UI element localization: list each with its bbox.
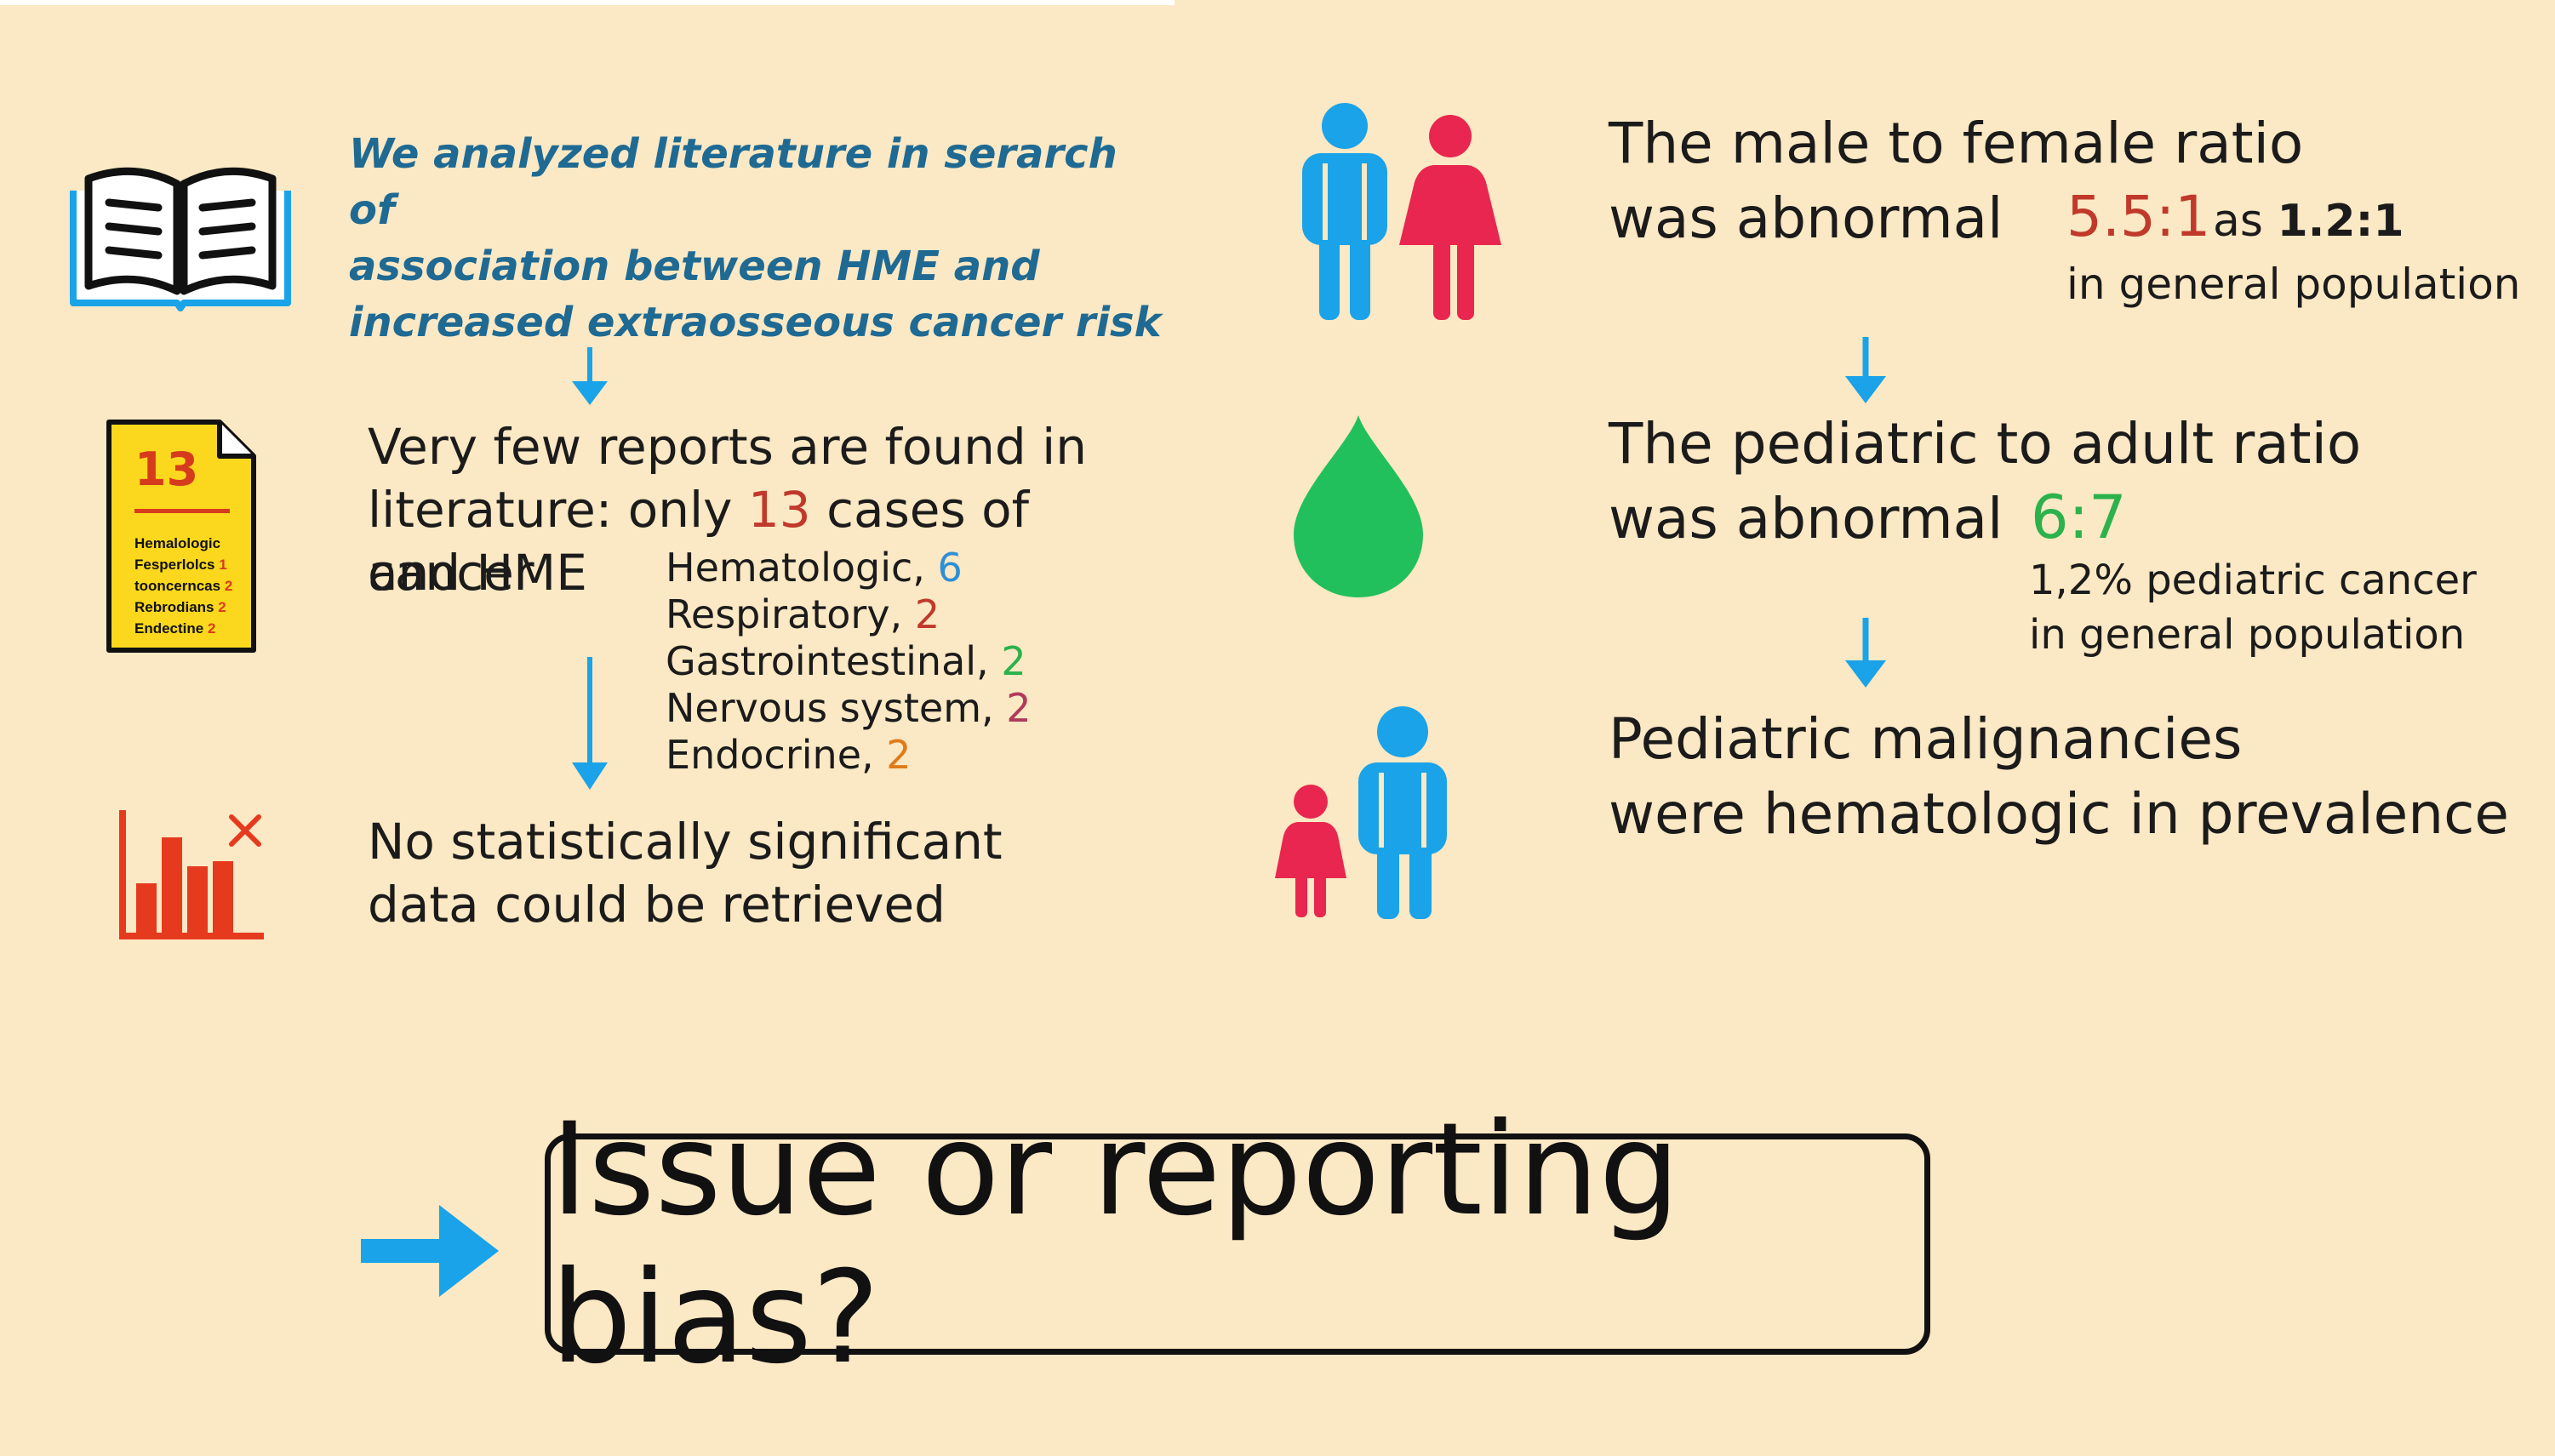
intro-text: We analyzed literature in serarch of ass…	[349, 126, 1166, 351]
document-line: Endectine 2	[134, 620, 216, 637]
top-strip	[0, 0, 1175, 5]
category-item: Respiratory, 2	[666, 591, 940, 637]
reports-line: Very few reports are found in	[368, 418, 1088, 476]
sex-ratio-text: The male to female ratio was abnormal	[1609, 106, 2303, 256]
age-ratio-line: The pediatric to adult ratio	[1609, 411, 2362, 477]
age-ratio-text: The pediatric to adult ratio was abnorma…	[1609, 407, 2361, 557]
bar-chart-x-icon	[119, 810, 264, 939]
age-ratio-line: was abnormal	[1609, 486, 2003, 551]
conclusion-text: Issue or reporting bias?	[551, 1096, 1680, 1392]
pediatric-line: Pediatric malignancies	[1609, 706, 2243, 772]
no-stat-line: data could be retrieved	[368, 876, 946, 934]
down-arrow-icon	[572, 347, 608, 405]
child-adult-icon	[1275, 706, 1447, 919]
document-line: tooncerncas 2	[134, 578, 233, 594]
sex-ratio-line: The male to female ratio	[1609, 111, 2304, 176]
intro-line: increased extraosseous cancer risk	[349, 299, 1162, 346]
document-icon: 13 Hemalologic Fesperlolcs 1 tooncerncas…	[106, 419, 257, 654]
intro-line: We analyzed literature in serarch of	[349, 130, 1117, 234]
pediatric-text: Pediatric malignancies were hematologic …	[1609, 702, 2509, 852]
conclusion-box: Issue or reporting bias?	[545, 1096, 1930, 1392]
category-item: Endocrine, 2	[666, 732, 912, 778]
open-book-icon	[70, 167, 291, 311]
down-arrow-icon	[1845, 337, 1886, 403]
reports-text: Very few reports are found in literature…	[368, 415, 1151, 604]
document-rule	[134, 509, 230, 513]
reports-line-hme: and HME	[368, 544, 587, 602]
category-list: Hematologic, 6 Respiratory, 2 Gastrointe…	[666, 545, 1032, 779]
sex-ratio-line: was abnormal	[1609, 186, 2003, 251]
document-line: Rebrodians 2	[134, 599, 226, 615]
document-line: Fesperlolcs 1	[134, 557, 227, 573]
document-lines: Hemalologic Fesperlolcs 1 tooncerncas 2 …	[134, 533, 232, 639]
case-count: 13	[747, 481, 811, 539]
intro-line: association between HME and	[349, 243, 1040, 290]
reports-line: literature: only 13 cases of cancer	[368, 481, 1030, 602]
document-line: Hemalologic	[134, 535, 221, 551]
no-stat-line: No statistically significant	[368, 813, 1003, 871]
male-female-icon	[1302, 103, 1501, 320]
no-stat-text: No statistically significant data could …	[368, 810, 1134, 936]
age-ratio-sub: 1,2% pediatric cancer in general populat…	[2029, 557, 2477, 659]
category-item: Hematologic, 6	[666, 545, 963, 591]
sex-ratio-value: 5.5:1	[2066, 184, 2211, 249]
document-number: 13	[134, 443, 199, 496]
age-ratio-value: 6:7	[2031, 482, 2127, 552]
category-item: Nervous system, 2	[666, 685, 1032, 731]
down-arrow-icon	[572, 657, 608, 790]
drop-icon	[1294, 415, 1423, 597]
sex-ratio-baseline: as 1.2:1	[2213, 196, 2404, 247]
category-item: Gastrointestinal, 2	[666, 638, 1026, 684]
pediatric-line: were hematologic in prevalence	[1609, 781, 2509, 847]
down-arrow-icon	[1845, 618, 1886, 688]
sex-ratio-sub: in general population	[2066, 260, 2521, 309]
right-arrow-icon	[361, 1205, 499, 1297]
